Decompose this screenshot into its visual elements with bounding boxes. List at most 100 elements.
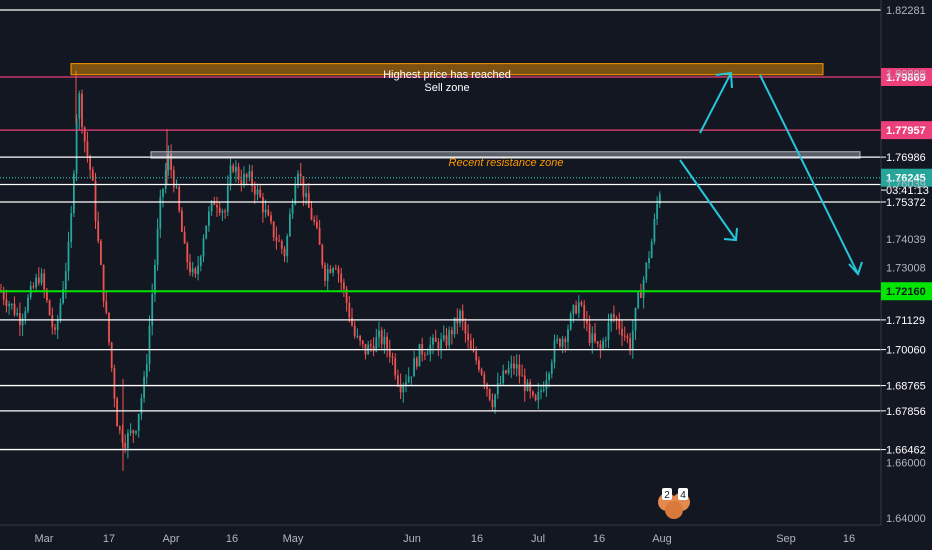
time-tick-5: Jun (403, 533, 421, 545)
candle-body (343, 282, 345, 289)
candle-body (170, 154, 172, 170)
candle-body (151, 294, 154, 326)
candle-body (54, 327, 56, 330)
levels-group (0, 9, 881, 451)
price-tick-5: 1.66000 (886, 457, 926, 469)
arrow-down-short (679, 159, 737, 241)
candle-body (372, 345, 375, 352)
event-badge-mid[interactable] (665, 501, 683, 519)
level-label-2: 1.76986 (886, 152, 926, 164)
candle-body (348, 302, 351, 318)
candle-body (550, 362, 553, 374)
candle-body (291, 204, 294, 214)
price-axis[interactable]: 1.79869 1.77957 1.76986 1.7624503:41:131.75… (880, 0, 932, 525)
candle-body (650, 241, 653, 258)
candle-body (515, 364, 518, 369)
candle-body (224, 211, 226, 213)
candle-body (361, 340, 364, 344)
level-badge-0 (881, 68, 932, 87)
candle-body (16, 313, 19, 315)
candle-body (413, 358, 415, 377)
candle-body (510, 363, 513, 369)
candle-body (353, 325, 356, 337)
annotation-highest-price: Highest price has reached (383, 69, 511, 81)
arrow-down-short-head (723, 227, 738, 242)
arrows-group (679, 71, 863, 276)
candle-body (534, 395, 537, 401)
candle-body (448, 330, 451, 346)
candles-group (0, 70, 661, 471)
candle-body (491, 399, 494, 408)
level-label-9: 1.68765 (886, 381, 926, 393)
level-label-4: 03:41:13 (886, 185, 929, 197)
candle-body (356, 336, 359, 338)
candle-body (167, 154, 170, 171)
candle-body (73, 173, 75, 214)
candle-body (232, 165, 235, 172)
candle-body (518, 364, 521, 376)
candle-body (442, 335, 445, 340)
candle-body (124, 442, 127, 449)
price-tick-3: 1.74039 (886, 234, 926, 246)
candle-body (548, 373, 550, 381)
candle-body (478, 360, 480, 370)
candle-body (513, 363, 515, 369)
candle-body (640, 292, 642, 298)
time-axis[interactable]: Mar 17 Apr 16 May Jun 16 Jul 16 Aug Sep 16 (0, 524, 881, 545)
price-tick-4: 1.73008 (886, 263, 926, 275)
time-tick-1: 17 (103, 533, 115, 545)
candle-body (172, 169, 175, 188)
candle-body (13, 303, 16, 315)
level-label-8: 1.70060 (886, 345, 926, 357)
candle-body (648, 257, 650, 263)
arrow-up (699, 72, 732, 134)
candle-body (453, 317, 456, 335)
candle-body (24, 311, 27, 319)
candle-body (251, 171, 253, 186)
level-label-3: 1.76245 (886, 173, 926, 185)
candle-body (310, 207, 313, 220)
level-label-5: 1.75372 (886, 197, 926, 209)
candle-body (410, 376, 413, 378)
candle-body (100, 240, 102, 265)
candle-body (318, 227, 321, 245)
event-badge-count-bg-2 (678, 488, 688, 500)
time-tick-9: Aug (652, 533, 672, 545)
candle-body (70, 213, 73, 243)
candle-body (226, 185, 229, 212)
candle-body (178, 186, 181, 211)
candle-body (208, 211, 210, 226)
candle-body (164, 170, 167, 189)
price-tick-0: 1.82281 (886, 5, 926, 17)
candle-body (464, 321, 467, 334)
candle-body (553, 340, 556, 363)
candle-body (297, 173, 299, 184)
candle-body (658, 194, 661, 204)
candle-body (19, 313, 21, 326)
candle-body (256, 189, 259, 195)
time-tick-11: 16 (843, 533, 855, 545)
candle-body (283, 248, 286, 257)
candle-body (197, 265, 199, 275)
candle-body (43, 273, 46, 290)
candle-body (210, 201, 213, 212)
candle-body (642, 279, 645, 298)
candle-body (289, 213, 291, 237)
candle-body (64, 271, 67, 290)
candle-body (572, 305, 575, 314)
candle-body (440, 339, 442, 351)
candle-body (218, 207, 221, 213)
candle-body (245, 174, 248, 178)
candle-body (235, 166, 237, 172)
candle-body (494, 394, 496, 408)
event-badges[interactable]: 2 4 (658, 488, 690, 519)
level-label-6: 1.72160 (886, 286, 926, 298)
candle-body (194, 268, 197, 275)
candle-body (486, 383, 488, 389)
candle-body (97, 221, 100, 241)
candle-body (86, 141, 89, 156)
price-tick-1: 1.80000 (886, 68, 926, 80)
level-label-7: 1.71129 (886, 315, 925, 327)
candle-body (275, 237, 278, 241)
